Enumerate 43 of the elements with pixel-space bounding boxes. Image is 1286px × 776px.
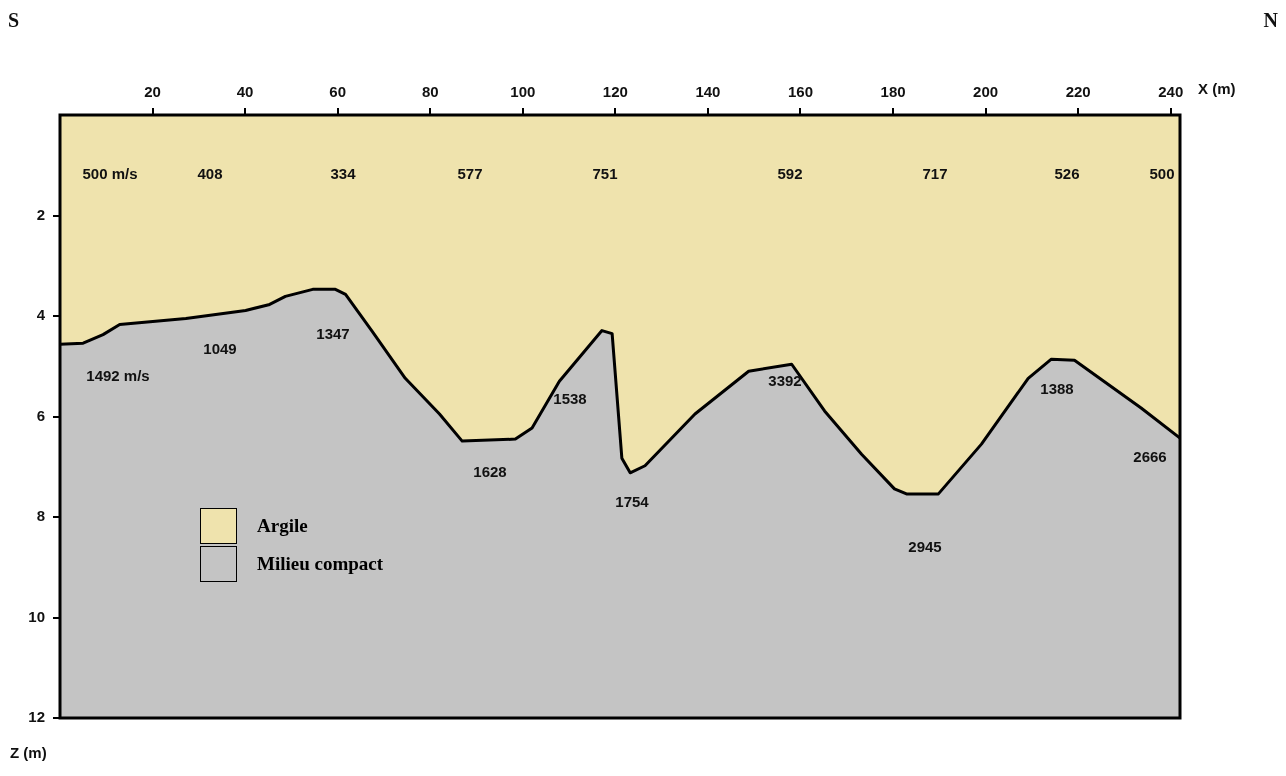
x-tick-label: 160 (787, 83, 814, 101)
y-tick-label: 2 (36, 205, 45, 223)
x-tick-label: 60 (329, 83, 347, 101)
x-tick-label: 240 (1158, 83, 1184, 101)
y-tick-label: 10 (28, 607, 45, 625)
x-axis-title: X (m) (1198, 80, 1236, 98)
annotation: 500 m/s (82, 165, 138, 183)
text: S (8, 9, 20, 32)
annotation: 408 (197, 165, 223, 183)
x-tick-label: 180 (880, 83, 906, 101)
annotation: 1538 (553, 390, 587, 408)
x-tick-label: 200 (973, 83, 999, 101)
y-tick-label: 6 (36, 406, 45, 424)
annotation: 1347 (316, 325, 350, 343)
annotation: 1388 (1040, 380, 1074, 398)
x-tick-label: 20 (144, 83, 161, 101)
x-tick-label: 80 (421, 83, 439, 101)
legend-label: Milieu compact (257, 552, 384, 574)
x-tick-label: 220 (1065, 83, 1091, 101)
x-tick-label: 40 (236, 83, 254, 101)
annotation: 577 (457, 165, 483, 183)
annotation: 500 (1149, 165, 1175, 183)
annotation: 1754 (615, 493, 650, 511)
annotation: 3392 (768, 372, 802, 390)
legend-label: Argile (257, 514, 308, 536)
annotation: 2945 (908, 538, 942, 556)
annotation: 751 (592, 165, 618, 183)
annotation: 592 (777, 165, 803, 183)
x-tick-label: 100 (510, 83, 536, 101)
annotation: 526 (1054, 165, 1080, 183)
annotation: 1628 (473, 463, 507, 481)
y-tick-label: 8 (36, 507, 45, 525)
y-tick-label: 4 (36, 306, 46, 324)
annotation: 1492 m/s (86, 367, 150, 385)
x-tick-label: 120 (602, 83, 628, 101)
text: N (1263, 9, 1279, 32)
y-axis-title: Z (m) (10, 744, 47, 762)
annotation: 717 (922, 165, 948, 183)
x-tick-label: 140 (695, 83, 721, 101)
annotation: 2666 (1133, 448, 1167, 466)
annotation: 334 (330, 165, 357, 183)
annotation: 1049 (203, 340, 237, 358)
y-tick-label: 12 (28, 708, 45, 726)
